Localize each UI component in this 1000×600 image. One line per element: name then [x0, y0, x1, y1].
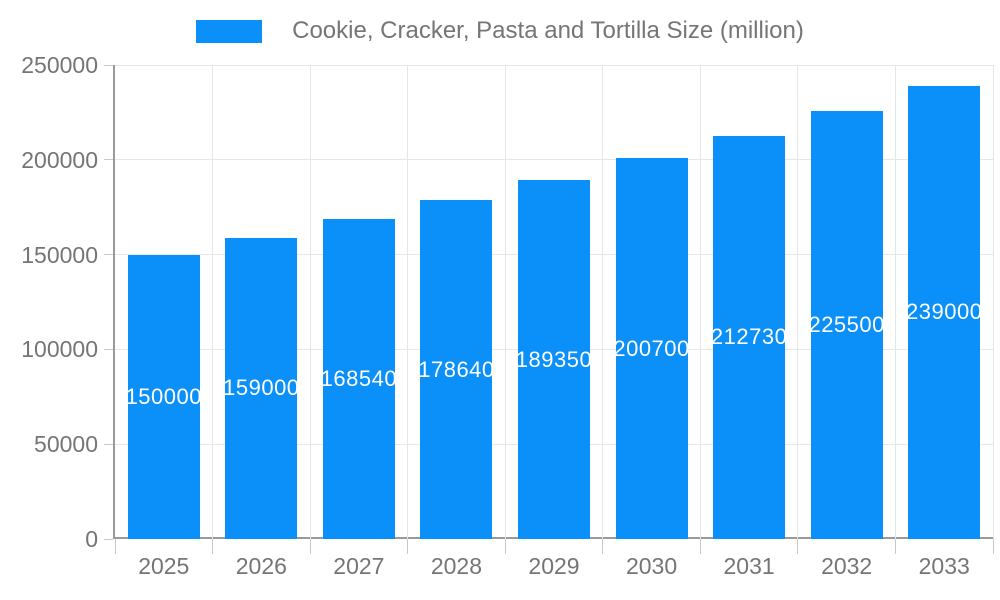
- x-axis-tick: [797, 539, 799, 554]
- gridline-vertical: [797, 65, 799, 539]
- x-axis-tick-label: 2031: [723, 553, 775, 579]
- gridline-vertical: [992, 65, 994, 539]
- y-axis-tick: [104, 159, 113, 161]
- gridline-vertical: [504, 65, 506, 539]
- bar[interactable]: 212730: [713, 135, 786, 539]
- bar-value-label: 189350: [518, 346, 590, 372]
- x-axis-tick-label: 2026: [235, 553, 287, 579]
- x-axis-tick-label: 2032: [821, 553, 873, 579]
- y-axis-tick-label: 150000: [21, 241, 98, 268]
- y-axis-tick: [104, 64, 113, 66]
- y-axis-tick: [104, 254, 113, 256]
- x-axis-tick-label: 2030: [625, 553, 678, 579]
- x-axis-tick-label: 2033: [918, 553, 970, 579]
- x-axis-tick: [504, 539, 506, 554]
- bar-value-label: 239000: [908, 299, 981, 325]
- x-axis-tick-label: 2027: [333, 553, 385, 579]
- x-axis-tick: [992, 539, 994, 554]
- x-axis-tick: [309, 539, 311, 554]
- bar[interactable]: 239000: [908, 85, 981, 539]
- gridline-vertical: [309, 65, 311, 539]
- gridline-horizontal: [115, 159, 993, 161]
- x-axis-tick: [699, 539, 701, 554]
- gridline-vertical: [894, 65, 896, 539]
- x-axis-tick: [894, 539, 896, 554]
- plot-area: 150000 159000 168540 178640 189350 200700 2127…: [115, 64, 994, 539]
- x-axis-tick: [114, 539, 116, 554]
- gridline-vertical: [212, 65, 214, 539]
- x-axis-tick: [407, 539, 409, 554]
- legend-label: Cookie, Cracker, Pasta and Tortilla Size…: [292, 17, 804, 44]
- bar[interactable]: 200700: [615, 158, 688, 539]
- bar-value-label: 159000: [225, 375, 298, 401]
- bar-value-label: 150000: [127, 383, 200, 409]
- bar[interactable]: 150000: [127, 254, 200, 539]
- bar-value-label: 200700: [615, 335, 688, 361]
- y-axis-tick-label: 200000: [21, 146, 98, 173]
- y-axis-line: [113, 65, 115, 539]
- y-axis-tick: [104, 443, 113, 445]
- bar[interactable]: 168540: [322, 219, 395, 539]
- bar[interactable]: 225500: [810, 111, 883, 539]
- gridline-vertical: [699, 65, 701, 539]
- bar[interactable]: 178640: [420, 200, 493, 539]
- bar-value-label: 212730: [713, 324, 786, 350]
- x-axis-tick: [602, 539, 604, 554]
- bar[interactable]: 159000: [225, 237, 298, 539]
- gridline-horizontal: [115, 64, 993, 66]
- y-axis-tick-label: 250000: [21, 52, 98, 78]
- y-axis-tick: [104, 538, 113, 540]
- bar-value-label: 178640: [420, 356, 493, 382]
- x-axis-tick-label: 2025: [138, 553, 190, 579]
- y-axis-tick: [104, 348, 113, 350]
- y-axis-tick-label: 0: [85, 526, 98, 552]
- x-axis-tick-label: 2028: [430, 553, 483, 579]
- bar-value-label: 168540: [322, 366, 395, 392]
- legend: Cookie, Cracker, Pasta and Tortilla Size…: [0, 17, 1000, 45]
- x-axis-tick-label: 2029: [528, 553, 580, 579]
- y-axis-tick-label: 100000: [21, 336, 98, 363]
- y-axis-tick-label: 50000: [34, 431, 98, 458]
- bar-value-label: 225500: [810, 312, 883, 338]
- gridline-vertical: [407, 65, 409, 539]
- gridline-vertical: [602, 65, 604, 539]
- legend-swatch-icon: [196, 19, 263, 43]
- bar[interactable]: 189350: [518, 180, 590, 539]
- x-axis-tick: [212, 539, 214, 554]
